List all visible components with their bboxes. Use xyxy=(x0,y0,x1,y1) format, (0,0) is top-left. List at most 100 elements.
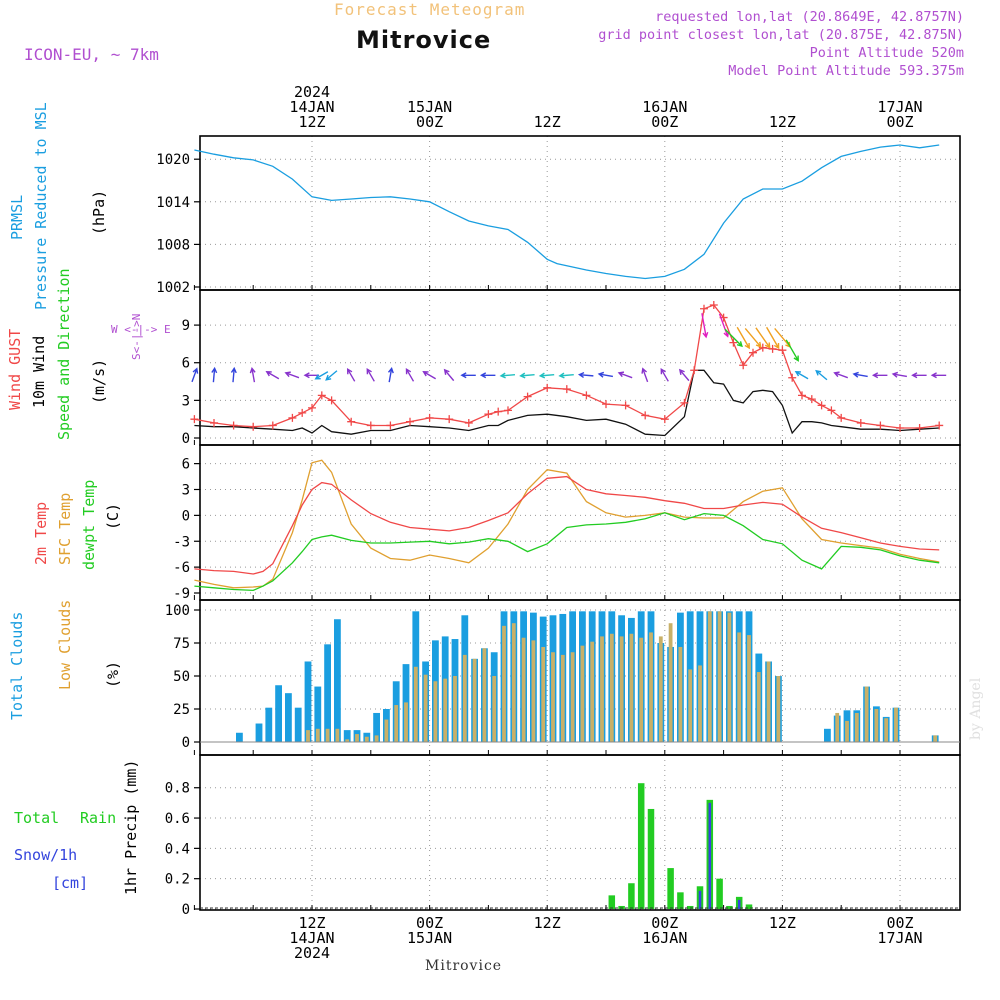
top-axis-label: 14JAN xyxy=(289,98,334,116)
low-cloud-bar xyxy=(374,735,379,742)
low-cloud-bar xyxy=(502,625,506,742)
low-cloud-bar xyxy=(609,633,614,742)
snow-bar xyxy=(698,890,702,909)
wind-gust-marker xyxy=(210,418,218,427)
wind-direction-arrow xyxy=(852,371,868,378)
wind-direction-arrow xyxy=(678,368,690,382)
low-cloud-bar xyxy=(600,636,604,742)
y-tick-label: 1008 xyxy=(156,237,190,253)
low-cloud-bar xyxy=(325,728,330,742)
top-axis-label: 12Z xyxy=(298,113,325,131)
y-tick-label: -9 xyxy=(173,586,190,602)
wind-gust-marker xyxy=(406,417,414,426)
wind-10m-label: 10m Wind xyxy=(30,336,48,408)
wind-gust-marker xyxy=(758,343,767,352)
sfc-temp-label: SFC Temp xyxy=(56,493,74,565)
wind-direction-arrow xyxy=(538,372,555,379)
y-tick-label: 0 xyxy=(182,431,190,447)
low-cloud-bar xyxy=(364,736,369,742)
pressure-unit-label: (hPa) xyxy=(90,190,108,235)
rain-bar xyxy=(745,904,753,909)
wind-gust-marker xyxy=(298,408,307,417)
wind-gust-marker xyxy=(562,385,571,394)
wind-compass-we: W <-|-> E xyxy=(111,323,171,336)
wind-gust-marker xyxy=(366,421,375,430)
low-cloud-bar xyxy=(531,640,536,742)
wind-direction-arrow xyxy=(724,328,743,348)
rain-bar xyxy=(608,895,616,909)
low-cloud-bar xyxy=(717,611,722,742)
wind-direction-arrow xyxy=(891,371,908,378)
sfc-temp-line xyxy=(194,459,940,589)
low-cloud-bar xyxy=(482,648,487,742)
wind-gust-marker xyxy=(229,421,238,430)
top-axis-label: 00Z xyxy=(886,113,913,131)
snow-bar xyxy=(737,899,741,909)
wind-gust-marker xyxy=(660,415,669,424)
wind-gust-marker xyxy=(347,417,356,426)
total-cloud-bar xyxy=(334,619,341,742)
wind-gust-marker xyxy=(268,421,277,430)
wind-direction-arrow xyxy=(911,372,927,379)
wind-gust-marker xyxy=(621,401,630,410)
low-cloud-bar xyxy=(570,652,575,742)
wind-gust-marker xyxy=(602,400,610,409)
wind-gust-marker xyxy=(288,413,297,422)
bottom-axis-label: 12Z xyxy=(298,914,325,932)
total-cloud-label: Total Clouds xyxy=(8,612,26,720)
wind-direction-arrow xyxy=(211,366,218,383)
wind-gust-marker xyxy=(317,391,326,400)
cloud-unit-label: (%) xyxy=(104,661,122,688)
top-axis-label: 15JAN xyxy=(407,98,452,116)
wind-gust-marker xyxy=(690,366,699,375)
wind-direction-arrow xyxy=(249,366,256,383)
low-cloud-bar xyxy=(541,646,546,742)
low-cloud-bar xyxy=(433,681,438,742)
low-cloud-bar xyxy=(845,720,849,742)
low-cloud-bar xyxy=(864,686,869,742)
wind-direction-arrow xyxy=(314,371,329,380)
panel-frame xyxy=(199,444,961,601)
low-cloud-bar xyxy=(776,676,781,742)
rain-label-total: Total xyxy=(14,809,59,827)
y-tick-label: 6 xyxy=(182,356,190,372)
bottom-axis-label: 12Z xyxy=(534,914,561,932)
low-cloud-bar xyxy=(707,611,712,742)
rain-bar xyxy=(716,878,723,909)
low-cloud-bar xyxy=(560,654,565,742)
wind-direction-arrow xyxy=(325,370,338,381)
wind-gust-marker xyxy=(425,413,434,422)
snow-bar xyxy=(708,802,712,909)
y-tick-label: 0 xyxy=(182,902,190,918)
top-axis-label: 00Z xyxy=(651,113,678,131)
panel-frame xyxy=(199,754,961,911)
low-cloud-bar xyxy=(619,636,624,742)
y-tick-label: 0 xyxy=(182,508,190,524)
wind-unit-label: (m/s) xyxy=(90,359,108,404)
wind-direction-arrow xyxy=(558,372,574,379)
total-cloud-bar xyxy=(236,732,243,742)
wind-direction-arrow xyxy=(519,372,535,379)
rain-bar xyxy=(628,883,635,909)
dewpoint-temp-line xyxy=(194,512,940,592)
model-altitude: Model Point Altitude 593.375m xyxy=(728,63,964,79)
low-cloud-bar xyxy=(355,734,359,742)
wind-direction-arrow xyxy=(284,371,300,379)
low-cloud-bar xyxy=(639,637,644,742)
bottom-axis-label: 12Z xyxy=(769,914,796,932)
wind-gust-marker xyxy=(827,406,836,415)
low-cloud-bar xyxy=(511,623,516,742)
low-cloud-bar xyxy=(933,735,938,742)
wind-gust-marker xyxy=(768,344,777,353)
wind-gust-marker xyxy=(856,418,865,427)
total-cloud-bar xyxy=(304,661,312,742)
top-axis-label: 2024 xyxy=(294,83,330,101)
chart-title: Mitrovice xyxy=(356,26,492,54)
total-cloud-bar xyxy=(294,707,302,742)
wind-direction-arrow xyxy=(930,372,947,379)
top-axis-label: 12Z xyxy=(769,113,796,131)
y-tick-label: 50 xyxy=(173,669,190,685)
wind-direction-arrow xyxy=(422,371,437,380)
y-tick-label: 0.4 xyxy=(165,841,190,857)
wind-gust-marker xyxy=(484,410,493,419)
